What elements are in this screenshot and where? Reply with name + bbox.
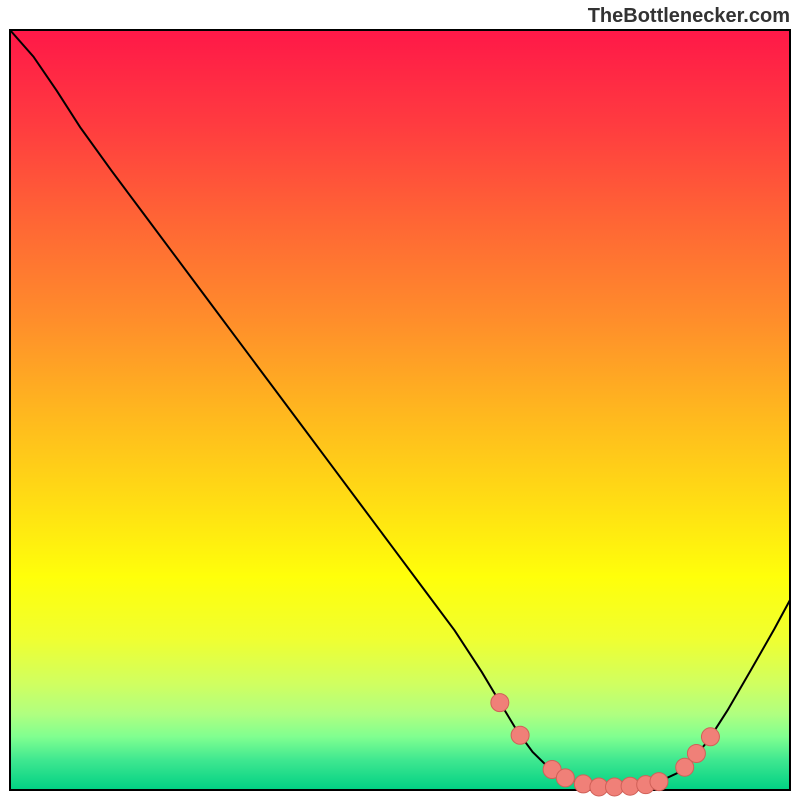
marker-point [650,773,668,791]
watermark-text: TheBottlenecker.com [588,5,790,27]
marker-point [511,726,529,744]
marker-point [574,775,592,793]
marker-point [556,769,574,787]
marker-point [701,728,719,746]
bottleneck-chart: TheBottlenecker.com [0,0,800,800]
marker-point [687,745,705,763]
chart-svg: TheBottlenecker.com [0,0,800,800]
plot-background [10,30,790,790]
marker-point [491,694,509,712]
